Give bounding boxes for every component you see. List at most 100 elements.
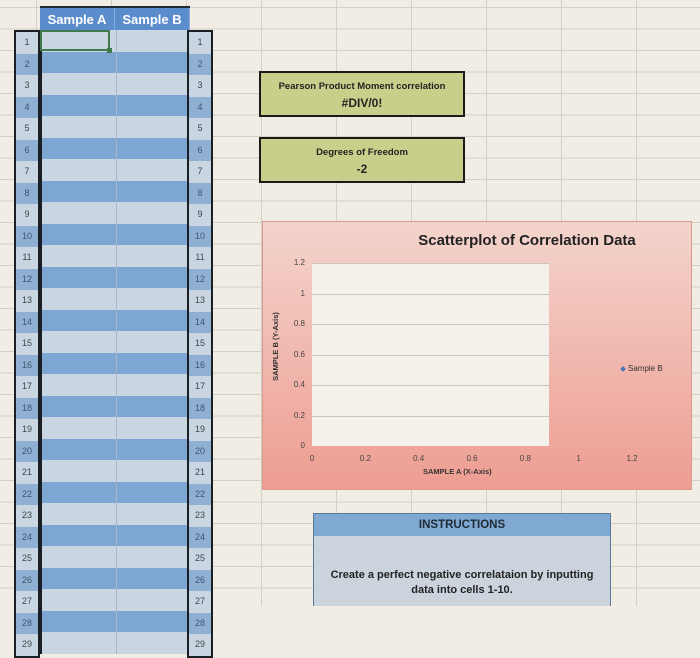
row-number: 11 <box>195 252 205 262</box>
sample-b-cell[interactable] <box>117 632 192 654</box>
sample-a-cell[interactable] <box>42 546 117 568</box>
row-number: 26 <box>16 569 38 591</box>
table-row <box>42 589 192 611</box>
row-number: 7 <box>197 166 203 176</box>
chart-legend: Sample B <box>620 364 663 373</box>
sample-a-cell[interactable] <box>42 460 117 482</box>
selected-cell[interactable] <box>40 30 110 51</box>
sample-a-cell[interactable] <box>42 245 117 267</box>
table-row <box>42 567 192 589</box>
table-row <box>42 223 192 245</box>
plot-area[interactable] <box>312 263 549 446</box>
row-number: 25 <box>194 553 205 563</box>
sample-b-cell[interactable] <box>117 137 192 159</box>
sample-b-cell[interactable] <box>117 223 192 245</box>
sample-b-cell[interactable] <box>117 159 192 181</box>
sample-a-cell[interactable] <box>42 524 117 546</box>
sample-b-cell[interactable] <box>117 610 192 632</box>
sample-b-cell[interactable] <box>117 460 192 482</box>
header-sample-b: Sample B <box>115 8 190 32</box>
sample-a-cell[interactable] <box>42 51 117 73</box>
sample-b-cell[interactable] <box>117 503 192 525</box>
row-number: 16 <box>189 354 211 376</box>
row-number: 23 <box>194 510 205 520</box>
row-number: 22 <box>16 483 38 505</box>
row-number: 25 <box>21 553 32 563</box>
sample-a-cell[interactable] <box>42 266 117 288</box>
sample-a-cell[interactable] <box>42 30 117 52</box>
sample-a-cell[interactable] <box>42 180 117 202</box>
sample-a-cell[interactable] <box>42 331 117 353</box>
table-row <box>42 460 192 482</box>
sample-b-cell[interactable] <box>117 567 192 589</box>
row-number: 5 <box>24 123 30 133</box>
sample-b-cell[interactable] <box>117 30 192 52</box>
table-row <box>42 546 192 568</box>
sample-b-cell[interactable] <box>117 51 192 73</box>
sample-b-cell[interactable] <box>117 202 192 224</box>
sample-a-cell[interactable] <box>42 395 117 417</box>
sample-a-cell[interactable] <box>42 481 117 503</box>
data-entry-columns[interactable] <box>40 30 194 654</box>
sample-a-cell[interactable] <box>42 567 117 589</box>
row-number: 16 <box>16 354 38 376</box>
sample-b-cell[interactable] <box>117 589 192 611</box>
sample-a-cell[interactable] <box>42 352 117 374</box>
sample-a-cell[interactable] <box>42 137 117 159</box>
scatterplot-chart[interactable]: Scatterplot of Correlation Data 0 0.2 0.4 0… <box>262 221 692 490</box>
row-number: 22 <box>189 483 211 505</box>
row-number: 1 <box>24 37 30 47</box>
sample-a-cell[interactable] <box>42 309 117 331</box>
sample-a-cell[interactable] <box>42 589 117 611</box>
row-number: 19 <box>194 424 205 434</box>
sample-b-cell[interactable] <box>117 73 192 95</box>
row-number: 14 <box>189 311 211 333</box>
y-tick-label: 1 <box>300 288 305 298</box>
sample-b-cell[interactable] <box>117 288 192 310</box>
sample-a-cell[interactable] <box>42 288 117 310</box>
sample-a-cell[interactable] <box>42 374 117 396</box>
table-row <box>42 180 192 202</box>
sample-a-cell[interactable] <box>42 438 117 460</box>
row-number: 12 <box>16 268 38 290</box>
sample-b-cell[interactable] <box>117 116 192 138</box>
sample-b-cell[interactable] <box>117 374 192 396</box>
row-number: 28 <box>16 612 38 634</box>
sample-b-cell[interactable] <box>117 481 192 503</box>
sample-b-cell[interactable] <box>117 94 192 116</box>
sample-b-cell[interactable] <box>117 438 192 460</box>
gridline <box>312 263 549 264</box>
sample-b-cell[interactable] <box>117 180 192 202</box>
row-number: 2 <box>16 53 38 75</box>
sample-b-cell[interactable] <box>117 309 192 331</box>
sample-b-cell[interactable] <box>117 546 192 568</box>
sample-b-cell[interactable] <box>117 352 192 374</box>
row-number: 15 <box>21 338 32 348</box>
row-number: 1 <box>197 37 203 47</box>
sample-a-cell[interactable] <box>42 503 117 525</box>
gridline <box>312 385 549 386</box>
table-row <box>42 395 192 417</box>
table-row <box>42 632 192 654</box>
row-number: 11 <box>22 252 32 262</box>
sample-b-cell[interactable] <box>117 331 192 353</box>
fill-handle[interactable] <box>107 48 112 53</box>
sample-a-cell[interactable] <box>42 632 117 654</box>
sample-b-cell[interactable] <box>117 524 192 546</box>
row-number: 2 <box>189 53 211 75</box>
sample-a-cell[interactable] <box>42 159 117 181</box>
sample-a-cell[interactable] <box>42 94 117 116</box>
sample-b-cell[interactable] <box>117 417 192 439</box>
sample-a-cell[interactable] <box>42 610 117 632</box>
sample-b-cell[interactable] <box>117 266 192 288</box>
sample-a-cell[interactable] <box>42 73 117 95</box>
sample-b-cell[interactable] <box>117 245 192 267</box>
sample-a-cell[interactable] <box>42 202 117 224</box>
row-number: 29 <box>21 639 32 649</box>
table-row <box>42 503 192 525</box>
table-row <box>42 524 192 546</box>
sample-a-cell[interactable] <box>42 223 117 245</box>
sample-a-cell[interactable] <box>42 116 117 138</box>
sample-a-cell[interactable] <box>42 417 117 439</box>
sample-b-cell[interactable] <box>117 395 192 417</box>
